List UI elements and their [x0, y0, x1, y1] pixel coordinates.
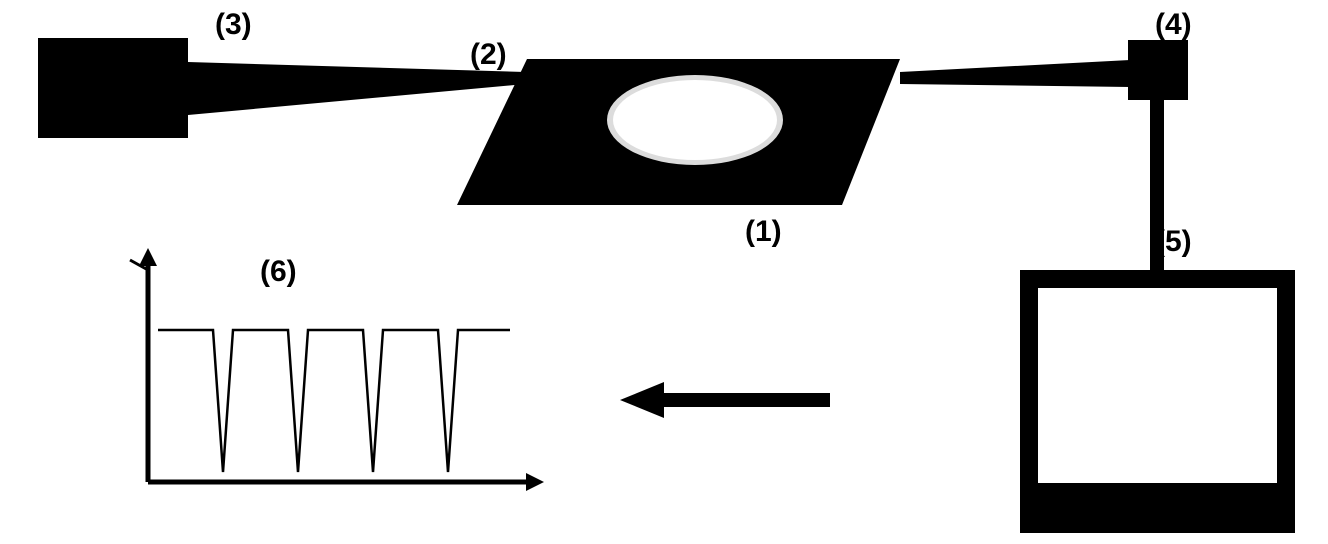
label-4: (4) — [1155, 8, 1192, 42]
label-6: (6) — [260, 255, 297, 289]
label-3: (3) — [215, 8, 252, 42]
label-5: (5) — [1155, 225, 1192, 259]
source-box-3 — [38, 38, 188, 138]
diagram-canvas — [0, 0, 1328, 544]
label-1: (1) — [745, 215, 782, 249]
chart-signal-trace — [158, 330, 510, 472]
arrow-head-icon — [620, 382, 664, 418]
spot-highlight — [613, 80, 777, 160]
chart-x-arrow-icon — [526, 473, 544, 491]
monitor-screen — [1038, 288, 1277, 483]
detector-box-4 — [1128, 40, 1188, 100]
chart-y-arrow-icon — [139, 248, 157, 266]
fiber-right — [900, 60, 1130, 87]
label-2: (2) — [470, 38, 507, 72]
